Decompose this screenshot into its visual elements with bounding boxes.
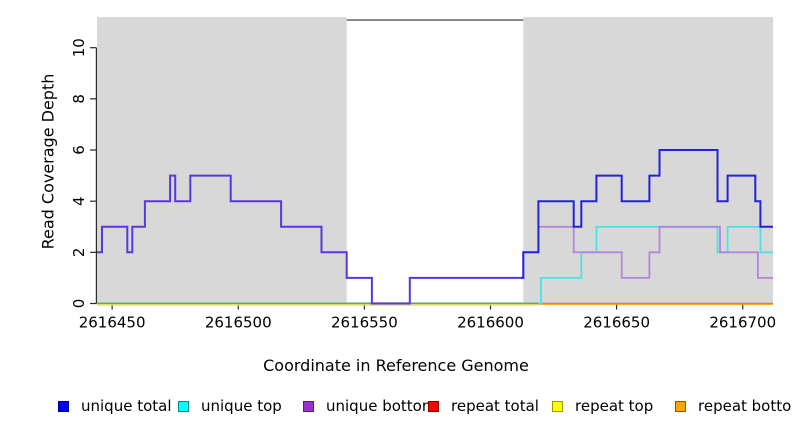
legend-swatch-repeat-total bbox=[428, 400, 439, 412]
legend-swatch-unique-top bbox=[178, 400, 189, 412]
y-axis-title: Read Coverage Depth bbox=[38, 73, 58, 250]
repeat-region-shading bbox=[97, 17, 347, 304]
y-tick-label: 4 bbox=[70, 196, 88, 206]
legend-label: repeat total bbox=[451, 397, 539, 415]
x-tick-label: 2616700 bbox=[709, 314, 776, 332]
x-tick-label: 2616600 bbox=[457, 314, 524, 332]
y-tick-label: 8 bbox=[70, 94, 88, 104]
legend-item-unique-total: unique total bbox=[58, 398, 172, 414]
x-tick-label: 2616450 bbox=[79, 314, 146, 332]
legend: unique total unique top unique bottom repea… bbox=[0, 398, 792, 418]
legend-label: unique total bbox=[81, 397, 172, 415]
x-tick-label: 2616550 bbox=[331, 314, 398, 332]
legend-item-unique-bottom: unique bottom bbox=[303, 398, 436, 414]
y-tick-label: 6 bbox=[70, 145, 88, 155]
repeat-region-shading bbox=[523, 17, 773, 304]
legend-item-repeat-top: repeat top bbox=[552, 398, 653, 414]
legend-label: unique top bbox=[201, 397, 282, 415]
legend-item-repeat-total: repeat total bbox=[428, 398, 539, 414]
legend-item-repeat-bottom: repeat bottom bbox=[675, 398, 792, 414]
y-tick-label: 0 bbox=[70, 299, 88, 309]
y-tick-label: 2 bbox=[70, 248, 88, 258]
x-axis-title: Coordinate in Reference Genome bbox=[263, 356, 529, 375]
legend-swatch-unique-bottom bbox=[303, 400, 314, 412]
legend-swatch-repeat-bottom bbox=[675, 400, 686, 412]
legend-label: repeat top bbox=[575, 397, 654, 415]
x-tick-label: 2616650 bbox=[583, 314, 650, 332]
legend-label: repeat bottom bbox=[698, 397, 792, 415]
legend-item-unique-top: unique top bbox=[178, 398, 282, 414]
legend-swatch-repeat-top bbox=[552, 400, 563, 412]
x-tick-label: 2616500 bbox=[205, 314, 272, 332]
series-unique-top bbox=[538, 225, 773, 305]
series-unique-total bbox=[97, 174, 521, 305]
legend-label: unique bottom bbox=[326, 397, 437, 415]
series-unique-total bbox=[520, 149, 773, 279]
legend-swatch-unique-total bbox=[58, 400, 69, 412]
y-tick-label: 10 bbox=[70, 38, 88, 57]
